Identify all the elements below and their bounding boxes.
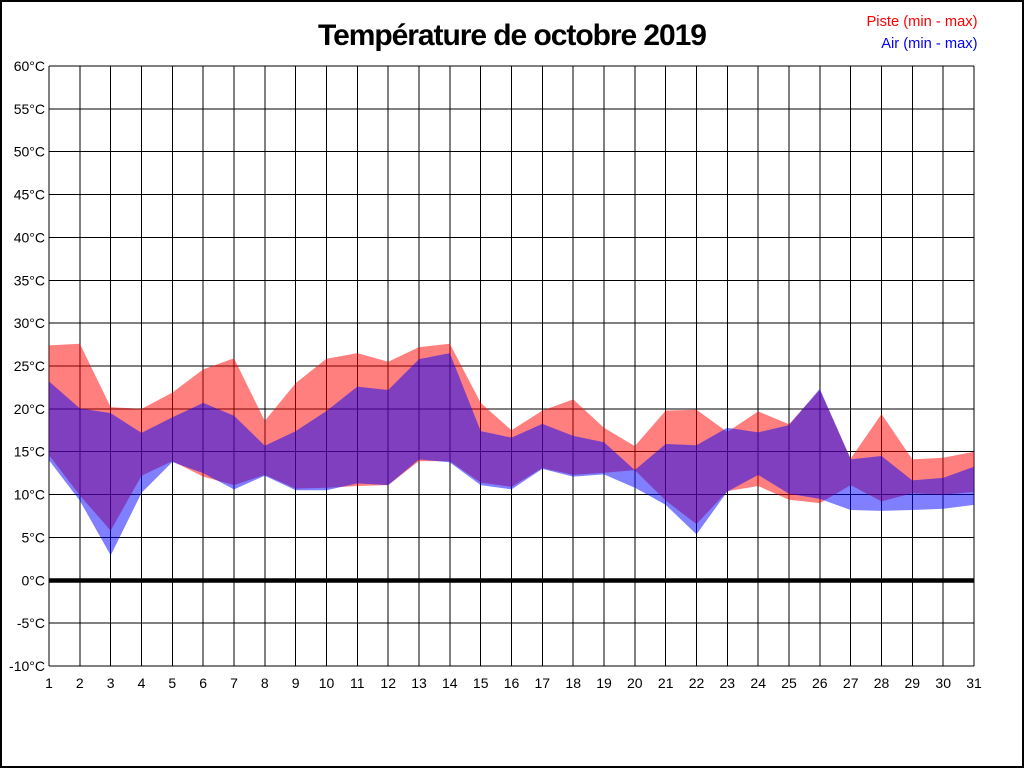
svg-text:14: 14 — [442, 675, 458, 691]
svg-text:50°C: 50°C — [14, 144, 45, 160]
svg-text:-10°C: -10°C — [9, 658, 45, 674]
svg-text:24: 24 — [750, 675, 766, 691]
svg-text:23: 23 — [720, 675, 736, 691]
svg-text:9: 9 — [292, 675, 300, 691]
svg-text:30°C: 30°C — [14, 315, 45, 331]
svg-text:10: 10 — [319, 675, 335, 691]
svg-text:60°C: 60°C — [14, 58, 45, 74]
svg-text:19: 19 — [596, 675, 612, 691]
svg-text:17: 17 — [535, 675, 551, 691]
svg-text:7: 7 — [230, 675, 238, 691]
svg-text:26: 26 — [812, 675, 828, 691]
svg-text:29: 29 — [905, 675, 921, 691]
svg-text:21: 21 — [658, 675, 674, 691]
svg-text:25: 25 — [781, 675, 797, 691]
svg-text:18: 18 — [565, 675, 581, 691]
svg-text:20: 20 — [627, 675, 643, 691]
svg-text:8: 8 — [261, 675, 269, 691]
svg-text:3: 3 — [107, 675, 115, 691]
svg-text:55°C: 55°C — [14, 101, 45, 117]
svg-text:15: 15 — [473, 675, 489, 691]
svg-text:20°C: 20°C — [14, 401, 45, 417]
svg-text:4: 4 — [138, 675, 146, 691]
svg-text:-5°C: -5°C — [17, 615, 45, 631]
svg-text:40°C: 40°C — [14, 229, 45, 245]
svg-text:16: 16 — [504, 675, 520, 691]
svg-text:10°C: 10°C — [14, 487, 45, 503]
svg-text:30: 30 — [935, 675, 951, 691]
svg-text:0°C: 0°C — [22, 572, 46, 588]
svg-text:28: 28 — [874, 675, 890, 691]
svg-text:5: 5 — [168, 675, 176, 691]
svg-text:2: 2 — [76, 675, 84, 691]
svg-text:11: 11 — [350, 675, 365, 691]
svg-text:1: 1 — [45, 675, 53, 691]
svg-text:45°C: 45°C — [14, 187, 45, 203]
svg-text:15°C: 15°C — [14, 444, 45, 460]
svg-text:6: 6 — [199, 675, 207, 691]
svg-text:31: 31 — [966, 675, 982, 691]
svg-text:35°C: 35°C — [14, 272, 45, 288]
svg-text:22: 22 — [689, 675, 705, 691]
svg-text:5°C: 5°C — [22, 529, 46, 545]
svg-text:25°C: 25°C — [14, 358, 45, 374]
svg-text:13: 13 — [411, 675, 427, 691]
svg-text:12: 12 — [380, 675, 396, 691]
svg-text:27: 27 — [843, 675, 859, 691]
